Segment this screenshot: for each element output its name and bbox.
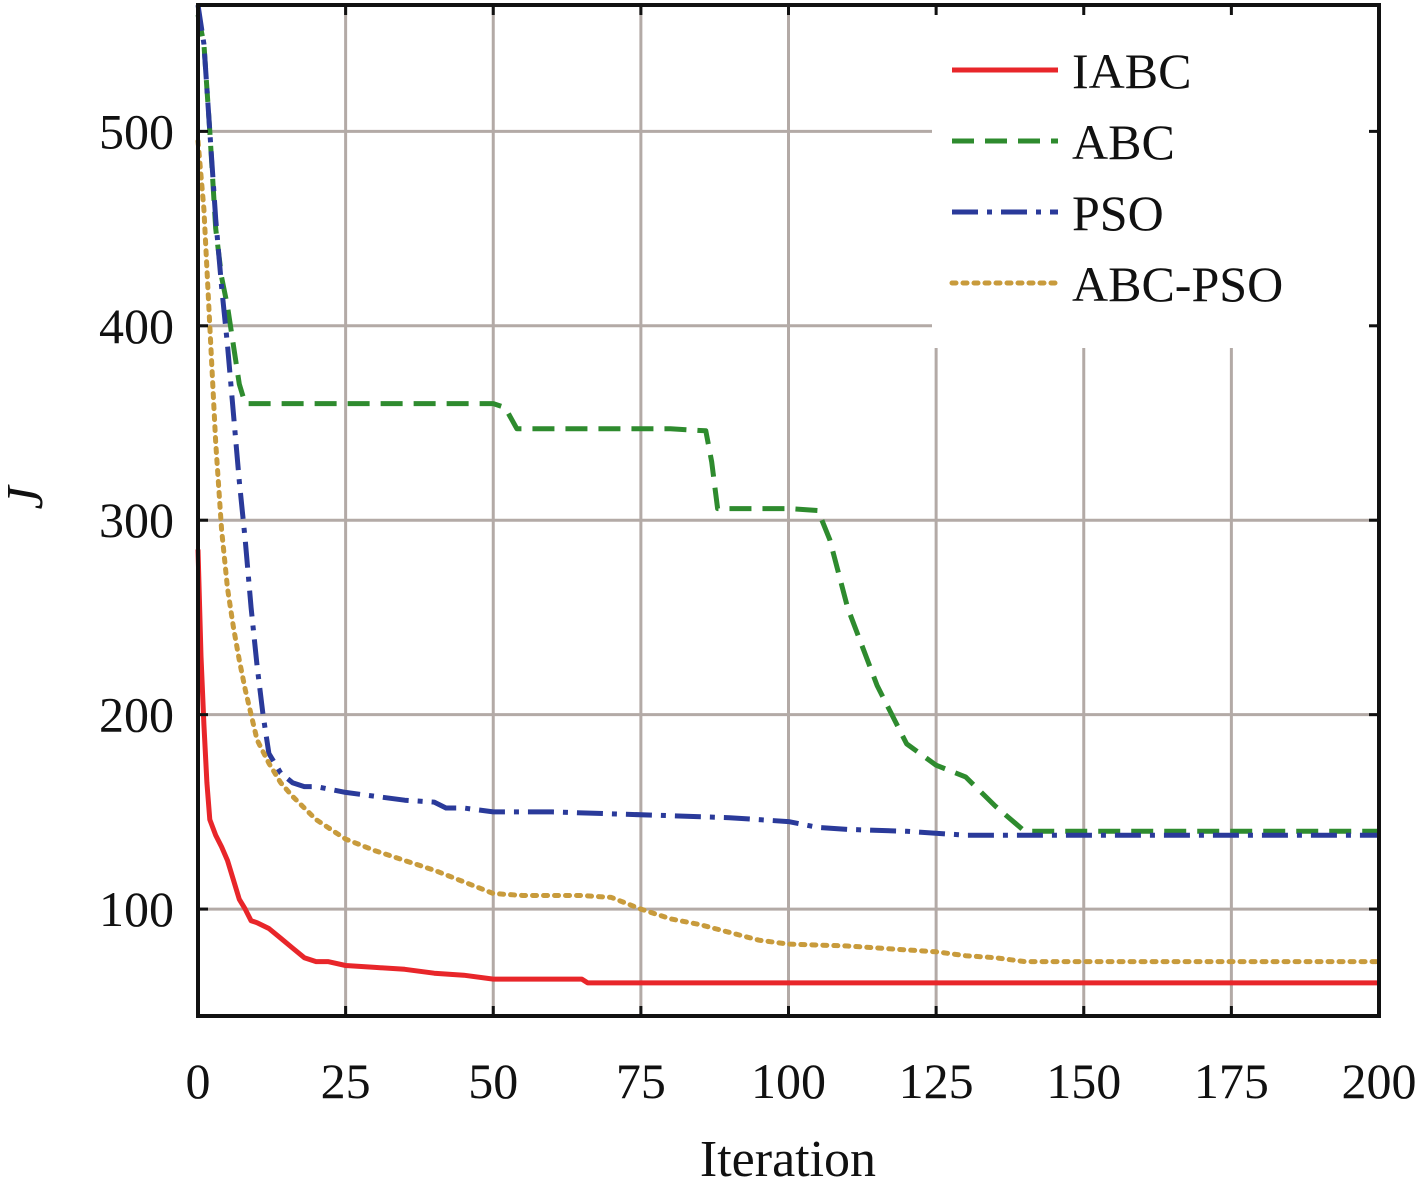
y-tick-label: 500	[99, 103, 174, 159]
y-axis-label: J	[0, 484, 54, 510]
y-tick-label: 200	[99, 687, 174, 743]
x-tick-label: 125	[899, 1053, 974, 1109]
x-tick-label: 200	[1342, 1053, 1417, 1109]
y-tick-label: 100	[99, 881, 174, 937]
x-tick-label: 0	[186, 1053, 211, 1109]
y-tick-label: 400	[99, 298, 174, 354]
series-lines	[195, 4, 1382, 986]
series-line-abc	[195, 14, 1379, 834]
legend-label-abc: ABC	[1072, 114, 1175, 170]
series-line-abc-pso	[195, 138, 1382, 965]
y-tick-label: 300	[99, 492, 174, 548]
legend: IABC ABC PSO ABC-PSO	[932, 10, 1376, 348]
ticks: 0 25 50 75 100 125 150 175 200 100 200 300 400 500	[99, 5, 1417, 1109]
x-tick-label: 25	[321, 1053, 371, 1109]
legend-label-abc-pso: ABC-PSO	[1072, 256, 1283, 312]
x-tick-label: 50	[468, 1053, 518, 1109]
series-line-iabc	[195, 549, 1379, 986]
x-tick-label: 100	[751, 1053, 826, 1109]
x-tick-label: 150	[1046, 1053, 1121, 1109]
legend-box	[932, 10, 1376, 348]
x-tick-label: 175	[1194, 1053, 1269, 1109]
x-axis-label: Iteration	[700, 1131, 876, 1188]
x-tick-label: 75	[616, 1053, 666, 1109]
legend-label-pso: PSO	[1072, 185, 1164, 241]
legend-label-iabc: IABC	[1072, 43, 1191, 99]
series-line-pso	[195, 4, 1379, 838]
